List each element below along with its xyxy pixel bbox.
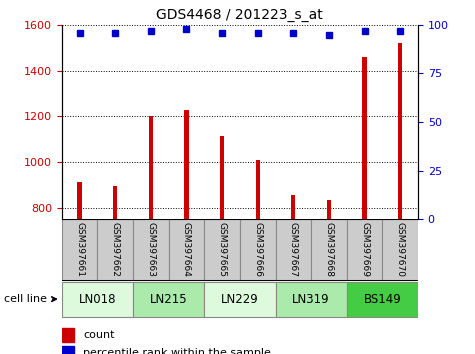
Text: GSM397668: GSM397668 bbox=[324, 222, 333, 277]
Bar bbox=[204, 282, 276, 316]
Bar bbox=[97, 219, 133, 280]
Bar bbox=[62, 219, 97, 280]
Bar bbox=[276, 219, 311, 280]
Bar bbox=[220, 136, 224, 354]
Bar bbox=[276, 282, 347, 316]
Bar bbox=[311, 219, 347, 280]
Bar bbox=[184, 109, 189, 354]
Text: GSM397662: GSM397662 bbox=[111, 222, 120, 277]
Bar bbox=[77, 182, 82, 354]
Text: GSM397665: GSM397665 bbox=[218, 222, 227, 277]
Text: count: count bbox=[83, 330, 114, 340]
Text: GSM397669: GSM397669 bbox=[360, 222, 369, 277]
Bar bbox=[382, 219, 418, 280]
Text: LN215: LN215 bbox=[150, 293, 188, 306]
Text: cell line: cell line bbox=[4, 294, 48, 304]
Bar bbox=[62, 282, 133, 316]
Bar bbox=[256, 160, 260, 354]
Bar bbox=[62, 328, 74, 342]
Text: GSM397666: GSM397666 bbox=[253, 222, 262, 277]
Bar bbox=[347, 219, 382, 280]
Text: percentile rank within the sample: percentile rank within the sample bbox=[83, 348, 271, 354]
Bar bbox=[133, 282, 204, 316]
Bar bbox=[113, 186, 117, 354]
Bar bbox=[398, 43, 402, 354]
Title: GDS4468 / 201223_s_at: GDS4468 / 201223_s_at bbox=[156, 8, 323, 22]
Text: BS149: BS149 bbox=[363, 293, 401, 306]
Bar bbox=[204, 219, 240, 280]
Bar bbox=[133, 219, 169, 280]
Bar bbox=[240, 219, 276, 280]
Text: LN319: LN319 bbox=[292, 293, 330, 306]
Text: GSM397661: GSM397661 bbox=[75, 222, 84, 277]
Bar bbox=[347, 282, 418, 316]
Text: LN018: LN018 bbox=[79, 293, 116, 306]
Bar bbox=[291, 195, 295, 354]
Bar bbox=[362, 57, 367, 354]
Text: GSM397663: GSM397663 bbox=[146, 222, 155, 277]
Text: LN229: LN229 bbox=[221, 293, 259, 306]
Text: GSM397664: GSM397664 bbox=[182, 222, 191, 277]
Bar bbox=[62, 346, 74, 354]
Bar bbox=[327, 200, 331, 354]
Bar bbox=[149, 116, 153, 354]
Text: GSM397670: GSM397670 bbox=[396, 222, 405, 277]
Text: GSM397667: GSM397667 bbox=[289, 222, 298, 277]
Bar bbox=[169, 219, 204, 280]
